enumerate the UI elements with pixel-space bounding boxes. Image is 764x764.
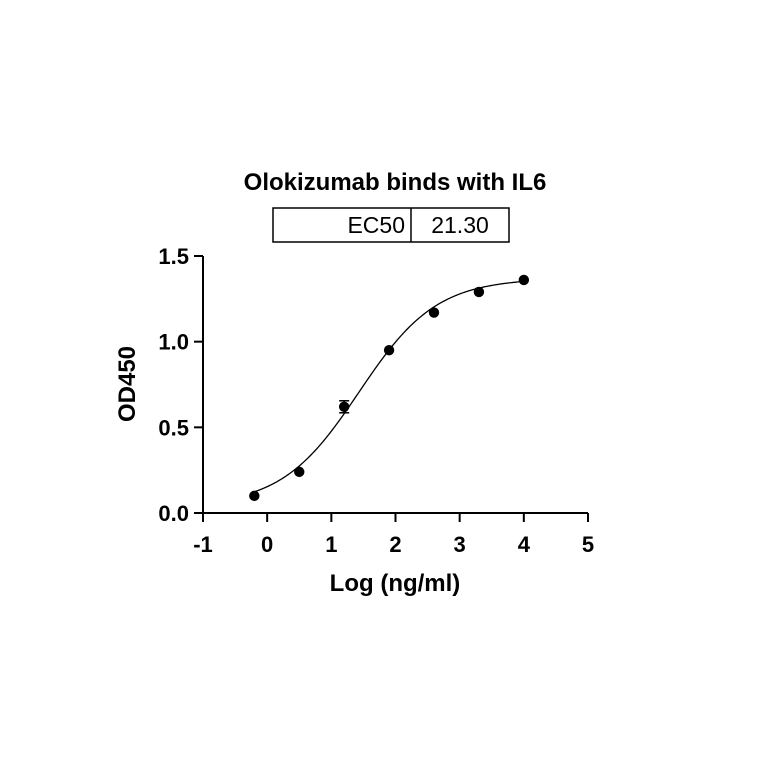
y-tick-label: 0.0 [158,501,189,526]
x-tick-label: 0 [261,532,273,557]
x-tick-label: 4 [518,532,531,557]
ec50-label: EC50 [347,212,405,238]
fit-curve [254,280,524,493]
data-point [473,286,485,298]
data-point [249,490,260,502]
y-axis-label: OD450 [114,346,141,422]
x-tick-label: 2 [389,532,401,557]
chart-title: Olokizumab binds with IL6 [244,169,547,196]
data-point [428,307,440,318]
data-point [518,274,530,286]
data-point [294,466,305,478]
y-tick-label: 1.5 [158,244,189,269]
ec50-table: EC50 21.30 [272,207,510,243]
plot-area [249,274,530,502]
data-point [338,401,350,412]
ec50-table-border [272,207,510,243]
data-point [383,345,395,356]
y-tick-label: 0.5 [158,415,189,440]
x-tick-label: -1 [193,532,213,557]
ec50-value: 21.30 [431,212,489,238]
y-tick-label: 1.0 [158,330,189,355]
x-tick-label: 3 [454,532,466,557]
x-tick-label: 5 [582,532,594,557]
x-axis-label: Log (ng/ml) [330,570,461,597]
axes: -1 0 1 2 3 4 5 0.0 0.5 1.0 1.5 [158,244,594,557]
x-tick-label: 1 [325,532,337,557]
